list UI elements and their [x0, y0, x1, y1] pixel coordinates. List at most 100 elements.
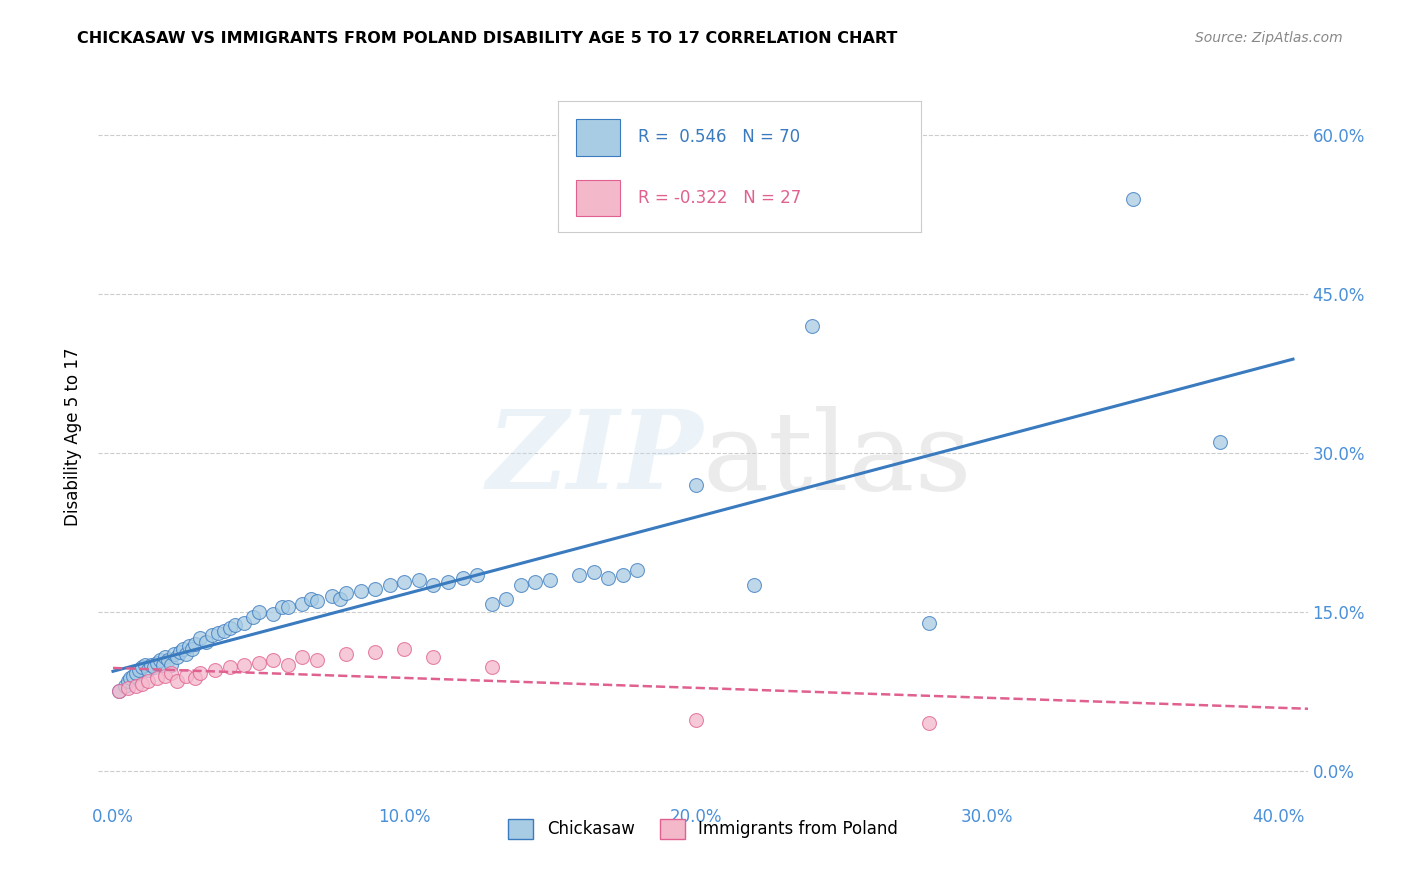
- Point: [152, 658, 174, 673]
- Point: [305, 653, 328, 667]
- Point: [277, 658, 299, 673]
- Point: [114, 679, 136, 693]
- Point: [481, 660, 503, 674]
- Point: [299, 592, 322, 607]
- Point: [128, 663, 150, 677]
- Point: [149, 653, 172, 667]
- Point: [224, 617, 246, 632]
- Point: [612, 567, 634, 582]
- Point: [509, 578, 531, 592]
- Point: [218, 660, 240, 674]
- Point: [120, 671, 142, 685]
- Point: [335, 648, 357, 662]
- Point: [422, 578, 444, 592]
- Point: [277, 599, 299, 614]
- Point: [177, 639, 200, 653]
- Text: ZIP: ZIP: [486, 405, 703, 513]
- Point: [918, 716, 941, 731]
- Point: [918, 615, 941, 630]
- Point: [394, 575, 416, 590]
- Point: [233, 615, 256, 630]
- Point: [166, 649, 188, 664]
- Point: [465, 567, 488, 582]
- Point: [190, 632, 212, 646]
- Point: [160, 658, 183, 673]
- Point: [305, 594, 328, 608]
- Point: [172, 642, 194, 657]
- Point: [131, 677, 153, 691]
- Point: [131, 660, 153, 674]
- Point: [271, 599, 294, 614]
- Point: [142, 660, 165, 674]
- Point: [155, 668, 177, 682]
- Point: [378, 578, 401, 592]
- Point: [108, 684, 131, 698]
- Point: [1122, 192, 1144, 206]
- Point: [364, 645, 387, 659]
- Legend: Chickasaw, Immigrants from Poland: Chickasaw, Immigrants from Poland: [502, 812, 904, 846]
- Point: [262, 653, 284, 667]
- Point: [291, 597, 314, 611]
- Point: [125, 679, 148, 693]
- Point: [408, 573, 430, 587]
- Point: [139, 658, 162, 673]
- Point: [166, 673, 188, 688]
- Point: [598, 571, 620, 585]
- Point: [180, 642, 202, 657]
- Point: [350, 583, 373, 598]
- Point: [291, 649, 314, 664]
- Point: [247, 656, 270, 670]
- Point: [155, 649, 177, 664]
- Point: [117, 673, 139, 688]
- Point: [174, 648, 197, 662]
- Point: [212, 624, 235, 638]
- Point: [183, 637, 205, 651]
- Point: [201, 628, 224, 642]
- Point: [145, 656, 167, 670]
- Point: [626, 563, 648, 577]
- Point: [247, 605, 270, 619]
- Point: [134, 658, 156, 673]
- Point: [160, 666, 183, 681]
- Point: [685, 477, 707, 491]
- Point: [183, 671, 205, 685]
- Point: [422, 649, 444, 664]
- Text: atlas: atlas: [703, 406, 973, 513]
- Point: [108, 684, 131, 698]
- Point: [329, 592, 352, 607]
- Point: [1209, 435, 1232, 450]
- Point: [174, 668, 197, 682]
- Text: Source: ZipAtlas.com: Source: ZipAtlas.com: [1195, 31, 1343, 45]
- Point: [394, 642, 416, 657]
- Point: [136, 663, 159, 677]
- Point: [262, 607, 284, 621]
- Point: [125, 666, 148, 681]
- Point: [122, 668, 145, 682]
- Point: [163, 648, 186, 662]
- Point: [204, 663, 226, 677]
- Point: [321, 589, 343, 603]
- Text: CHICKASAW VS IMMIGRANTS FROM POLAND DISABILITY AGE 5 TO 17 CORRELATION CHART: CHICKASAW VS IMMIGRANTS FROM POLAND DISA…: [77, 31, 897, 46]
- Point: [538, 573, 561, 587]
- Point: [451, 571, 474, 585]
- Point: [685, 713, 707, 727]
- Point: [481, 597, 503, 611]
- Point: [190, 666, 212, 681]
- Point: [801, 318, 824, 333]
- Point: [195, 634, 218, 648]
- Point: [157, 653, 180, 667]
- Y-axis label: Disability Age 5 to 17: Disability Age 5 to 17: [65, 348, 83, 526]
- Point: [136, 673, 159, 688]
- Point: [582, 565, 605, 579]
- Point: [495, 592, 517, 607]
- Point: [568, 567, 591, 582]
- Point: [364, 582, 387, 596]
- Point: [437, 575, 460, 590]
- Point: [335, 586, 357, 600]
- Point: [742, 578, 765, 592]
- Point: [117, 681, 139, 696]
- Point: [145, 671, 167, 685]
- Point: [233, 658, 256, 673]
- Point: [242, 610, 264, 624]
- Point: [207, 626, 229, 640]
